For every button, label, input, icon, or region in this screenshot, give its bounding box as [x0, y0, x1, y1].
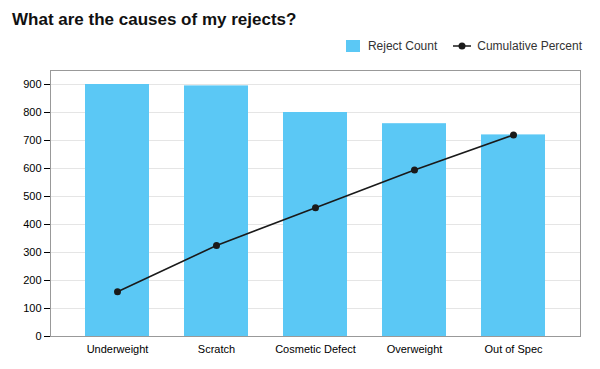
svg-text:0: 0 — [35, 330, 41, 342]
svg-text:600: 600 — [23, 162, 41, 174]
html-text:Cumulative Percent: Cumulative Percent — [477, 39, 582, 53]
svg-text:Out of Spec: Out of Spec — [484, 343, 543, 355]
svg-text:900: 900 — [23, 78, 41, 90]
html-text:What are the causes of my reje: What are the causes of my rejects? — [12, 10, 297, 29]
svg-text:500: 500 — [23, 190, 41, 202]
svg-text:Underweight: Underweight — [87, 343, 149, 355]
svg-text:100: 100 — [23, 302, 41, 314]
svg-text:Overweight: Overweight — [387, 343, 443, 355]
html-text:Reject Count: Reject Count — [367, 39, 438, 53]
svg-text:800: 800 — [23, 106, 41, 118]
svg-text:Scratch: Scratch — [198, 343, 235, 355]
svg-text:300: 300 — [23, 246, 41, 258]
svg-text:700: 700 — [23, 134, 41, 146]
svg-text:400: 400 — [23, 218, 41, 230]
svg-text:Cosmetic Defect: Cosmetic Defect — [275, 343, 356, 355]
svg-text:200: 200 — [23, 274, 41, 286]
